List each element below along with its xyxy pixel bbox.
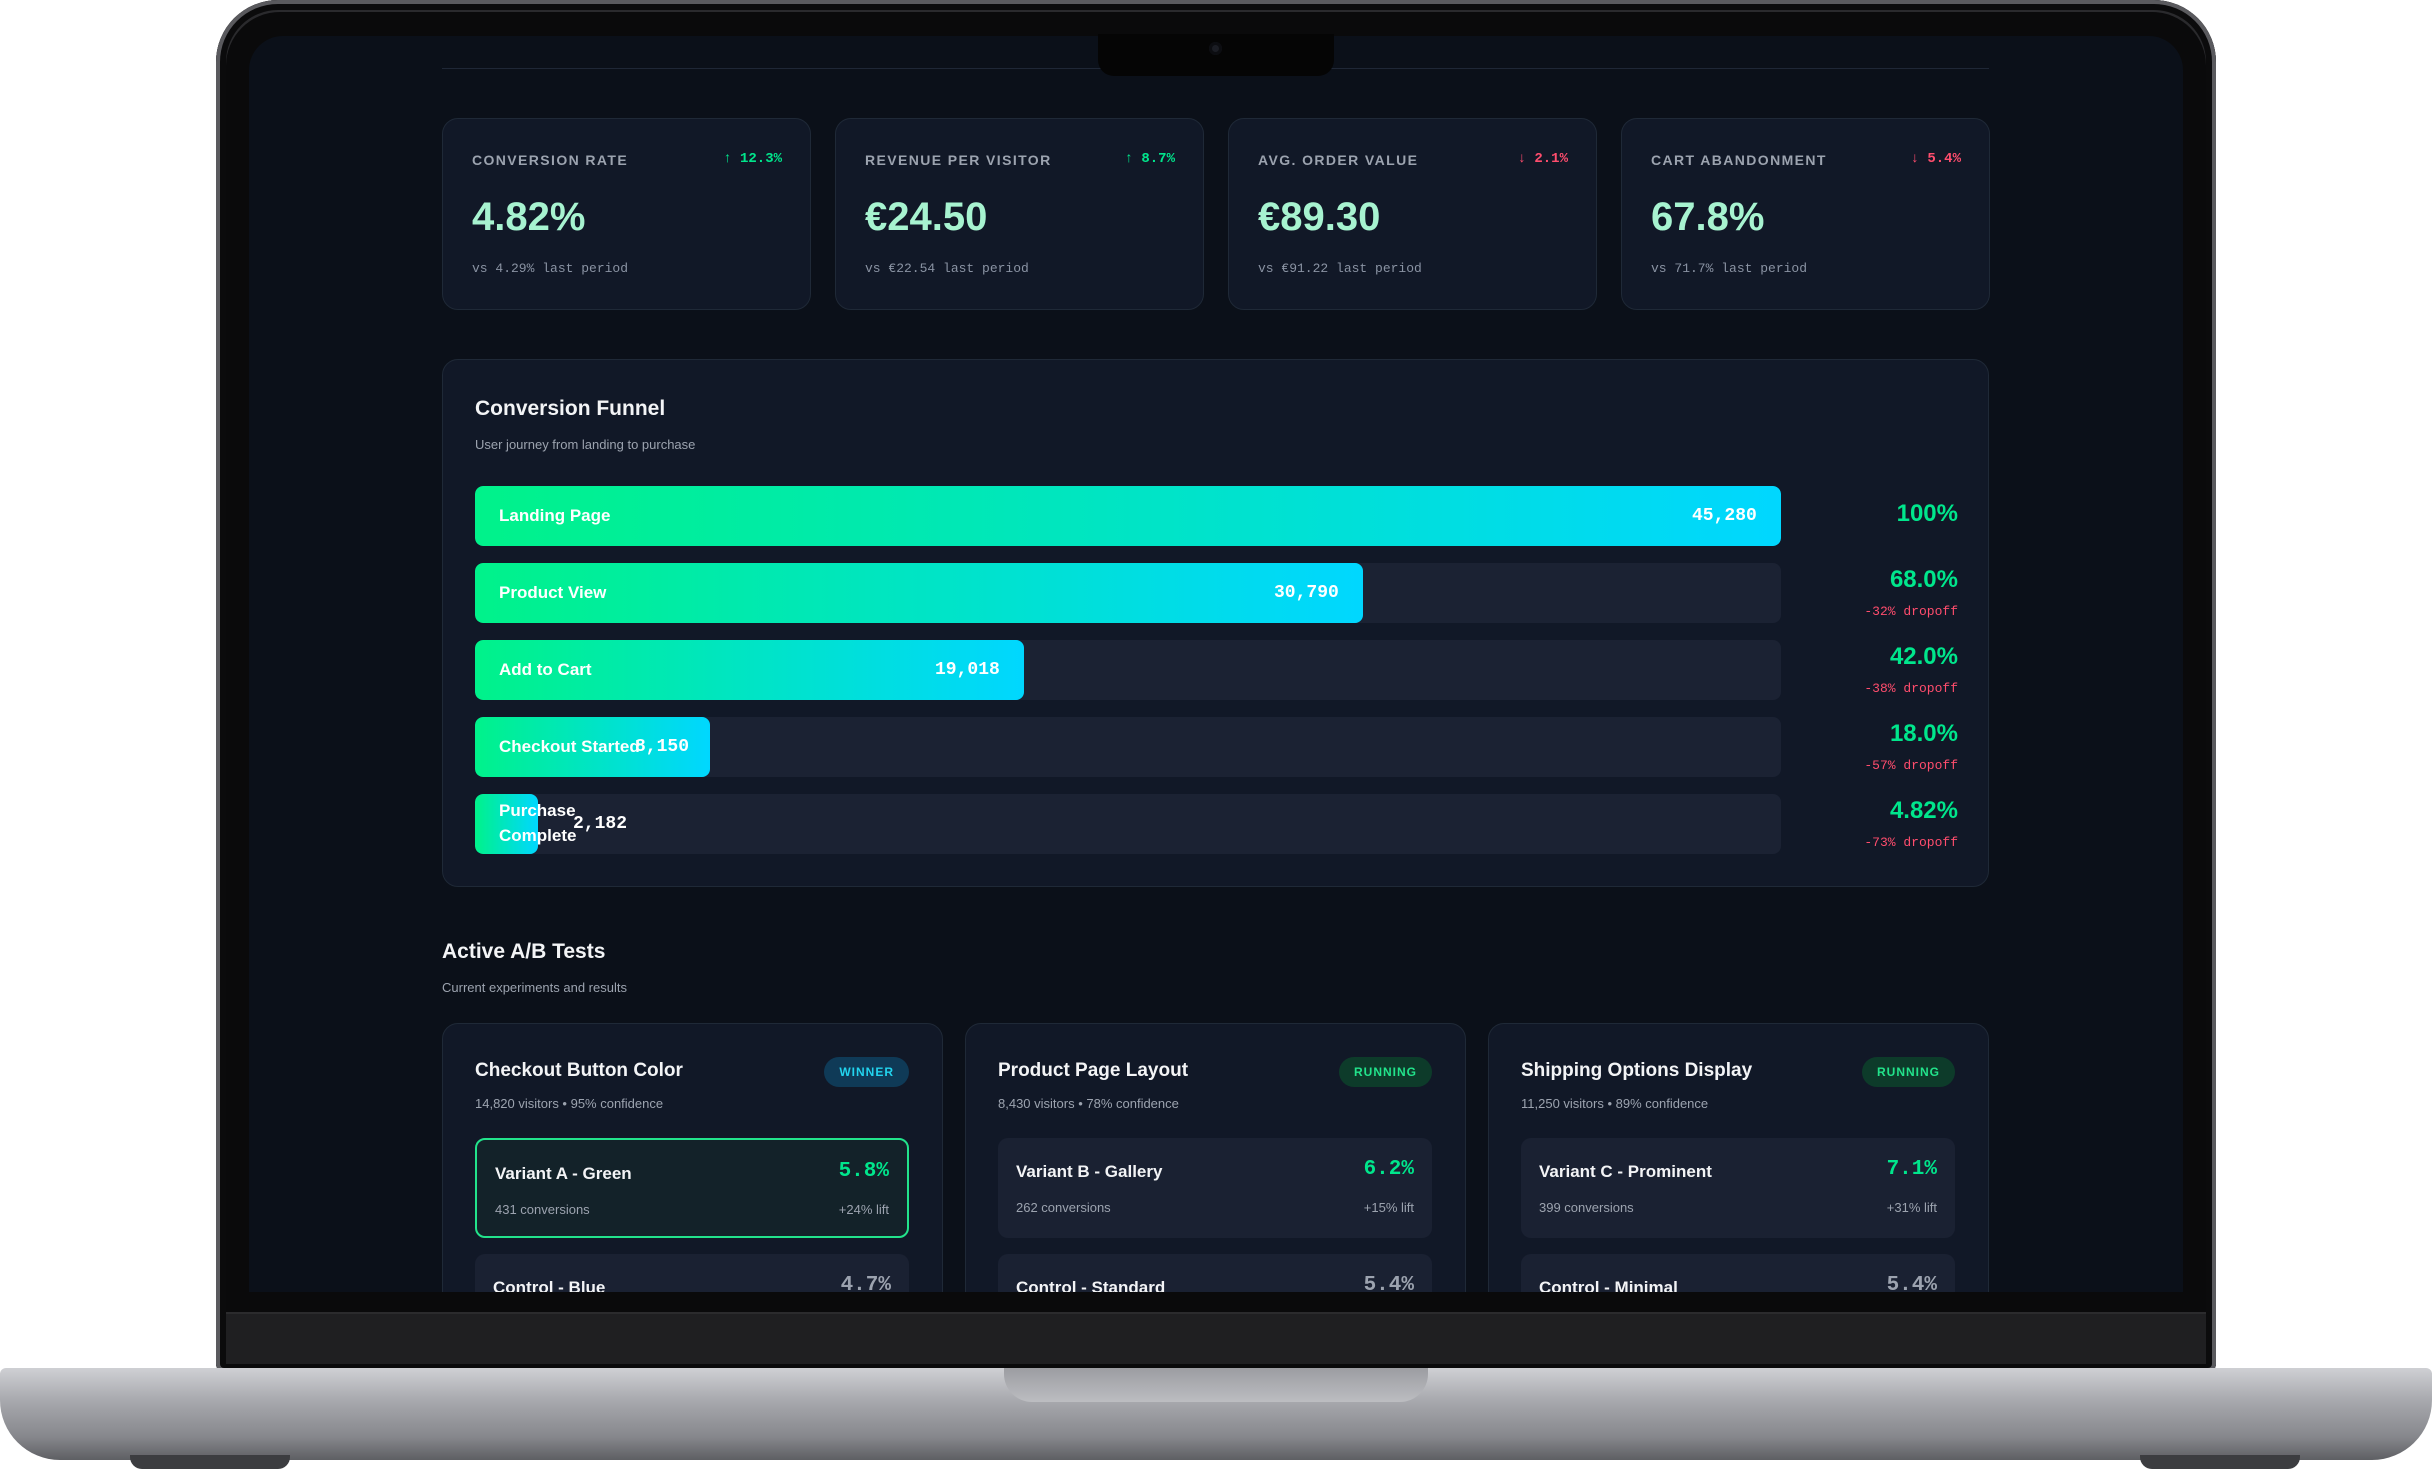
variant-name: Control - Minimal (1539, 1278, 1678, 1292)
ab-test-meta: 8,430 visitors • 78% confidence (998, 1096, 1179, 1111)
variant-conversions: 431 conversions (495, 1202, 590, 1217)
variant-name: Variant C - Prominent (1539, 1162, 1712, 1181)
ab-test-card-shipping-options-display[interactable]: Shipping Options Display RUNNING 11,250 … (1488, 1023, 1989, 1292)
funnel-stage-label: Add to Cart (499, 659, 592, 679)
status-badge: RUNNING (1339, 1057, 1432, 1087)
variant-rate: 5.8% (838, 1160, 889, 1183)
ab-test-meta: 14,820 visitors • 95% confidence (475, 1096, 664, 1111)
funnel-stage-label: Checkout Started (499, 736, 640, 756)
kpi-label: AVG. ORDER VALUE (1258, 152, 1419, 168)
funnel-bar-fill (475, 486, 1781, 546)
ab-tests-title: Active A/B Tests (442, 940, 606, 963)
funnel-stage-dropoff: -38% dropoff (1864, 681, 1958, 696)
funnel-bar-landing-page[interactable]: Landing Page 45,280 (475, 486, 1781, 546)
variant-lift: +24% lift (838, 1202, 889, 1217)
variant-rate: 5.4% (1886, 1274, 1937, 1292)
camera-icon (1209, 42, 1222, 55)
laptop-foot (130, 1455, 290, 1469)
funnel-bar-fill (475, 563, 1363, 623)
funnel-subtitle: User journey from landing to purchase (475, 437, 696, 452)
funnel-bar-fill (475, 640, 1024, 700)
funnel-stage-percent: 42.0% (1889, 643, 1958, 670)
ab-test-name: Product Page Layout (998, 1060, 1189, 1081)
funnel-bar-purchase-complete[interactable]: Purchase Complete 2,182 (475, 794, 1781, 854)
variant-lift: +31% lift (1886, 1200, 1937, 1215)
kpi-value: €24.50 (865, 195, 988, 239)
camera-notch (1098, 34, 1334, 76)
kpi-card-revenue-per-visitor: REVENUE PER VISITOR ↑ 8.7% €24.50 vs €22… (835, 118, 1204, 310)
funnel-stage-count: 45,280 (1692, 506, 1757, 526)
screen: CONVERSION RATE ↑ 12.3% 4.82% vs 4.29% l… (249, 36, 2183, 1292)
ab-test-name: Shipping Options Display (1521, 1060, 1753, 1081)
status-badge: WINNER (824, 1057, 909, 1087)
status-badge: RUNNING (1862, 1057, 1955, 1087)
variant-row[interactable]: Variant C - Prominent 7.1% 399 conversio… (1521, 1138, 1955, 1238)
funnel-stage-dropoff: -32% dropoff (1864, 604, 1958, 619)
funnel-stage-label: Purchase Complete (499, 801, 577, 845)
ab-test-name: Checkout Button Color (475, 1060, 683, 1081)
laptop-opening-notch (1004, 1368, 1428, 1402)
funnel-bar-fill (475, 717, 710, 777)
kpi-card-conversion-rate: CONVERSION RATE ↑ 12.3% 4.82% vs 4.29% l… (442, 118, 811, 310)
kpi-label: CONVERSION RATE (472, 152, 629, 168)
variant-rate: 6.2% (1363, 1158, 1414, 1181)
funnel-stage-count: 8,150 (635, 737, 690, 757)
variant-rate: 5.4% (1363, 1274, 1414, 1292)
funnel-stage-dropoff: -73% dropoff (1864, 835, 1958, 850)
kpi-delta: ↑ 8.7% (1124, 151, 1175, 167)
variant-name: Control - Blue (493, 1278, 606, 1292)
variant-name: Control - Standard (1016, 1278, 1166, 1292)
funnel-bar-fill (475, 794, 538, 854)
funnel-stage-label: Landing Page (499, 505, 611, 525)
funnel-stage-percent: 18.0% (1889, 720, 1958, 747)
dashboard: CONVERSION RATE ↑ 12.3% 4.82% vs 4.29% l… (249, 36, 2183, 1292)
funnel-stage-count: 2,182 (573, 814, 628, 834)
funnel-stage-label: Product View (499, 582, 607, 602)
funnel-stage-count: 30,790 (1274, 583, 1339, 603)
kpi-card-cart-abandonment: CART ABANDONMENT ↓ 5.4% 67.8% vs 71.7% l… (1621, 118, 1990, 310)
variant-name: Variant B - Gallery (1016, 1162, 1163, 1181)
funnel-title: Conversion Funnel (475, 397, 666, 420)
variant-row[interactable]: Variant B - Gallery 6.2% 262 conversions… (998, 1138, 1432, 1238)
kpi-label: REVENUE PER VISITOR (865, 152, 1052, 168)
variant-rate: 7.1% (1886, 1158, 1937, 1181)
kpi-comparison: vs €91.22 last period (1258, 261, 1422, 276)
variant-lift: +15% lift (1363, 1200, 1414, 1215)
variant-row[interactable]: Control - Minimal 5.4% (1521, 1254, 1955, 1292)
ab-test-meta: 11,250 visitors • 89% confidence (1521, 1096, 1709, 1111)
variant-name: Variant A - Green (495, 1164, 632, 1183)
screen-chin (226, 1312, 2206, 1364)
variant-conversions: 262 conversions (1016, 1200, 1111, 1215)
funnel-stage-count: 19,018 (935, 660, 1000, 680)
funnel-bar-checkout-started[interactable]: Checkout Started 8,150 (475, 717, 1781, 777)
kpi-comparison: vs €22.54 last period (865, 261, 1029, 276)
kpi-value: 67.8% (1651, 195, 1765, 239)
funnel-stage-dropoff: -57% dropoff (1864, 758, 1958, 773)
variant-row[interactable]: Control - Blue 4.7% (475, 1254, 909, 1292)
conversion-funnel-card: Conversion Funnel User journey from land… (442, 359, 1989, 887)
laptop-foot (2140, 1455, 2300, 1469)
funnel-stage-percent: 100% (1896, 500, 1958, 527)
kpi-delta: ↓ 5.4% (1910, 151, 1961, 167)
funnel-stage-percent: 68.0% (1889, 566, 1958, 593)
kpi-delta: ↓ 2.1% (1517, 151, 1568, 167)
kpi-comparison: vs 71.7% last period (1651, 261, 1808, 276)
variant-row[interactable]: Control - Standard 5.4% (998, 1254, 1432, 1292)
kpi-label: CART ABANDONMENT (1651, 152, 1827, 168)
kpi-value: 4.82% (472, 195, 586, 239)
kpi-comparison: vs 4.29% last period (472, 261, 629, 276)
variant-row[interactable]: Variant A - Green 5.8% 431 conversions +… (475, 1138, 909, 1238)
funnel-stage-percent: 4.82% (1889, 797, 1958, 824)
ab-test-card-checkout-button-color[interactable]: Checkout Button Color WINNER 14,820 visi… (442, 1023, 943, 1292)
ab-tests-subtitle: Current experiments and results (442, 980, 627, 995)
ab-test-card-product-page-layout[interactable]: Product Page Layout RUNNING 8,430 visito… (965, 1023, 1466, 1292)
kpi-card-avg-order-value: AVG. ORDER VALUE ↓ 2.1% €89.30 vs €91.22… (1228, 118, 1597, 310)
kpi-delta: ↑ 12.3% (723, 151, 782, 167)
variant-rate: 4.7% (840, 1274, 891, 1292)
kpi-value: €89.30 (1258, 195, 1381, 239)
variant-conversions: 399 conversions (1539, 1200, 1634, 1215)
funnel-bar-add-to-cart[interactable]: Add to Cart 19,018 (475, 640, 1781, 700)
funnel-bar-product-view[interactable]: Product View 30,790 (475, 563, 1781, 623)
